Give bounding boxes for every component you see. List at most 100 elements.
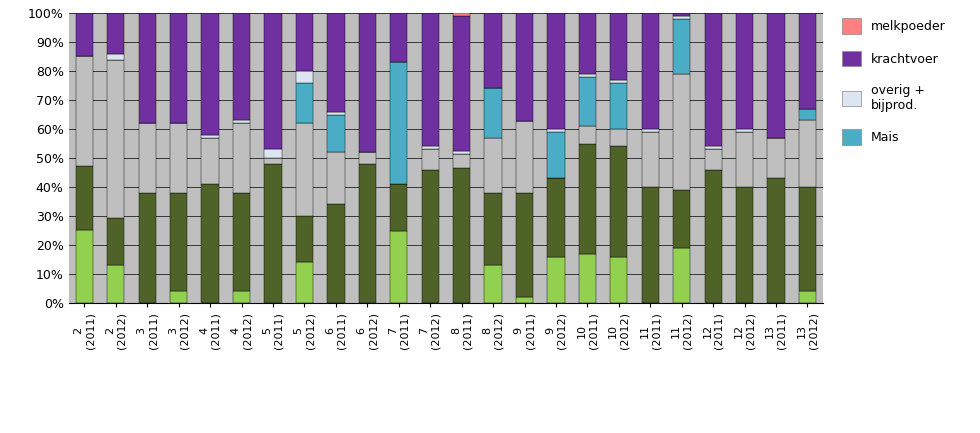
Bar <box>75 13 93 56</box>
Bar <box>547 257 564 303</box>
Bar <box>265 13 281 149</box>
Legend: melkpoeder, krachtvoer, overig +
bijprod., Mais: melkpoeder, krachtvoer, overig + bijprod… <box>837 13 951 150</box>
Bar <box>484 13 502 88</box>
Bar <box>736 129 754 132</box>
Bar <box>611 146 627 257</box>
Bar <box>579 74 596 77</box>
Bar <box>390 184 408 230</box>
Bar <box>453 13 470 16</box>
Bar <box>170 193 187 291</box>
Bar <box>453 168 470 303</box>
Bar <box>799 120 816 187</box>
Bar <box>547 132 564 178</box>
Bar <box>673 13 690 16</box>
Bar <box>611 129 627 146</box>
Bar <box>547 129 564 132</box>
Bar <box>75 230 93 303</box>
Bar <box>484 265 502 303</box>
Bar <box>296 123 313 216</box>
Bar <box>484 88 502 138</box>
Bar <box>421 146 439 149</box>
Bar <box>359 164 376 303</box>
Bar <box>611 13 627 80</box>
Bar <box>799 109 816 120</box>
Bar <box>170 13 187 123</box>
Bar <box>579 126 596 143</box>
Bar <box>202 184 219 303</box>
Bar <box>515 193 533 297</box>
Bar <box>421 170 439 303</box>
Bar <box>642 129 659 132</box>
Bar <box>170 123 187 193</box>
Bar <box>327 112 345 115</box>
Bar <box>547 178 564 257</box>
Bar <box>265 158 281 164</box>
Bar <box>484 193 502 265</box>
Bar <box>736 132 754 187</box>
Bar <box>265 164 281 303</box>
Bar <box>170 291 187 303</box>
Bar <box>107 54 124 60</box>
Bar <box>138 123 156 193</box>
Bar <box>767 178 785 303</box>
Bar <box>138 13 156 123</box>
Bar <box>736 13 754 129</box>
Bar <box>767 138 785 178</box>
Bar <box>673 16 690 19</box>
Bar <box>705 146 722 149</box>
Bar <box>138 193 156 303</box>
Bar <box>705 170 722 303</box>
Bar <box>233 13 250 120</box>
Bar <box>296 83 313 123</box>
Bar <box>359 152 376 164</box>
Bar <box>265 149 281 158</box>
Bar <box>327 13 345 112</box>
Bar <box>515 121 533 193</box>
Bar <box>799 13 816 109</box>
Bar <box>202 138 219 184</box>
Bar <box>515 13 533 121</box>
Bar <box>390 62 408 184</box>
Bar <box>579 143 596 254</box>
Bar <box>233 120 250 123</box>
Bar <box>296 262 313 303</box>
Bar <box>642 187 659 303</box>
Bar <box>107 218 124 265</box>
Bar <box>799 291 816 303</box>
Bar <box>799 187 816 291</box>
Bar <box>547 13 564 129</box>
Bar <box>107 13 124 54</box>
Bar <box>421 13 439 146</box>
Bar <box>233 123 250 193</box>
Bar <box>202 135 219 138</box>
Bar <box>673 74 690 190</box>
Bar <box>453 16 470 151</box>
Bar <box>390 230 408 303</box>
Bar <box>202 13 219 135</box>
Bar <box>107 60 124 218</box>
Bar <box>75 56 93 166</box>
Bar <box>296 216 313 262</box>
Bar <box>611 80 627 83</box>
Bar <box>107 265 124 303</box>
Bar <box>705 13 722 146</box>
Bar <box>767 13 785 138</box>
Bar <box>579 254 596 303</box>
Bar <box>579 13 596 74</box>
Bar <box>296 13 313 71</box>
Bar <box>736 187 754 303</box>
Bar <box>705 149 722 170</box>
Bar <box>327 204 345 303</box>
Bar <box>515 297 533 303</box>
Bar <box>453 151 470 154</box>
Bar <box>327 152 345 204</box>
Bar <box>233 193 250 291</box>
Bar <box>579 77 596 126</box>
Bar <box>327 115 345 152</box>
Bar <box>673 248 690 303</box>
Bar <box>390 13 408 62</box>
Bar <box>484 138 502 193</box>
Bar <box>296 71 313 83</box>
Bar <box>453 154 470 168</box>
Bar <box>611 83 627 129</box>
